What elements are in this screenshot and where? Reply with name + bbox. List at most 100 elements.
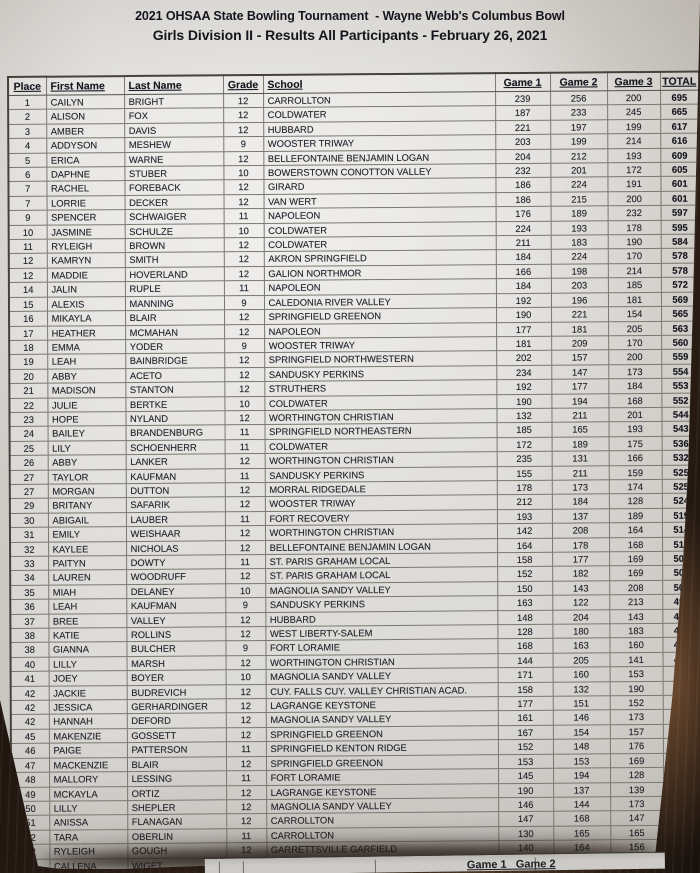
cell-last-name: BROWN [124, 237, 224, 254]
next-page-cell-border [374, 859, 376, 873]
cell-game1: 158 [497, 681, 553, 697]
cell-first-name: MIKAYLA [47, 310, 126, 326]
cell-game2: 122 [552, 595, 610, 610]
cell-game1: 168 [497, 638, 553, 654]
cell-first-name: LILLY [49, 800, 128, 816]
cell-total: 532 [661, 450, 700, 465]
cell-first-name: MAKENZIE [48, 728, 127, 744]
cell-total: 525 [661, 464, 700, 480]
cell-place: 25 [9, 440, 48, 456]
cell-total: 565 [661, 306, 700, 321]
cell-game1: 190 [496, 307, 552, 323]
cell-game3: 190 [607, 234, 661, 250]
cell-total: 578 [660, 262, 700, 278]
cell-place: 46 [10, 743, 49, 759]
cell-place: 22 [9, 397, 48, 413]
cell-game2: 233 [550, 105, 608, 121]
cell-last-name: RUPLE [124, 281, 224, 297]
cell-last-name: SMITH [124, 252, 224, 268]
division-subtitle: Girls Division II - Results All Particip… [152, 27, 548, 43]
cell-grade: 12 [224, 323, 265, 339]
cell-last-name: LAUBER [125, 511, 225, 527]
cell-total: 480 [662, 709, 700, 725]
cell-place: 27 [9, 469, 48, 485]
cell-place: 47 [10, 757, 50, 773]
cell-total: 491 [662, 637, 700, 653]
next-page-cell-border [242, 861, 244, 873]
cell-game2: 165 [551, 422, 609, 437]
cell-last-name: STANTON [125, 381, 225, 398]
cell-place: 14 [8, 282, 47, 298]
cell-game1: 185 [496, 422, 552, 438]
cell-game3: 153 [609, 666, 663, 682]
cell-total: 460 [663, 824, 700, 840]
cell-place: 10 [8, 224, 47, 240]
cell-last-name: WEISHAAR [125, 525, 226, 542]
cell-grade: 12 [223, 151, 264, 166]
cell-game1: 150 [497, 581, 553, 596]
cell-place: 52 [11, 829, 50, 845]
cell-game2: 256 [550, 90, 608, 106]
cell-grade: 11 [224, 439, 265, 454]
cell-last-name: MESHEW [124, 137, 224, 153]
cell-game2: 157 [551, 350, 609, 365]
cell-game1: 155 [496, 465, 552, 481]
cell-place: 40 [10, 657, 49, 672]
cell-game2: 194 [551, 393, 609, 409]
cell-last-name: OBERLIN [127, 828, 227, 844]
cell-game3: 214 [607, 263, 661, 279]
cell-game3: 178 [607, 220, 661, 235]
cell-place: 21 [9, 383, 48, 399]
cell-first-name: EMMA [47, 339, 126, 355]
cell-school: CUY. FALLS CUY. VALLEY CHRISTIAN ACAD. [265, 682, 498, 699]
cell-grade: 12 [226, 784, 267, 800]
cell-first-name: TAYLOR [47, 469, 126, 485]
cell-place: 2 [8, 109, 47, 125]
cell-game2: 153 [552, 753, 611, 769]
cell-game1: 158 [497, 552, 553, 568]
cell-game3: 214 [607, 133, 661, 149]
cell-first-name: TARA [49, 829, 128, 845]
cell-game3: 181 [607, 292, 662, 307]
cell-game3: 147 [610, 810, 664, 826]
cell-game3: 160 [609, 637, 663, 653]
cell-last-name: SCHULZE [124, 223, 224, 239]
cell-place: 4 [8, 138, 47, 154]
cell-grade: 11 [226, 770, 267, 786]
header-last-name: Last Name [124, 75, 224, 95]
cell-game3: 170 [607, 248, 661, 264]
cell-game1: 184 [495, 278, 551, 294]
cell-grade: 12 [223, 266, 264, 282]
cell-game1: 193 [496, 509, 552, 524]
cell-grade: 12 [224, 525, 266, 541]
cell-grade: 12 [225, 756, 267, 771]
cell-first-name: MADISON [47, 382, 126, 398]
cell-first-name: BAILEY [47, 425, 126, 441]
cell-first-name: BRITANY [47, 497, 126, 513]
cell-total: 501 [662, 579, 700, 595]
cell-last-name: FOREBACK [124, 180, 224, 196]
cell-grade: 12 [225, 712, 266, 728]
cell-game1: 202 [496, 350, 552, 366]
cell-last-name: BRANDENBURG [125, 425, 225, 441]
cell-game3: 157 [609, 724, 663, 740]
cell-last-name: DEFORD [126, 713, 226, 729]
cell-game3: 128 [608, 493, 662, 509]
cell-last-name: KAUFMAN [125, 468, 225, 484]
cell-game2: 199 [550, 134, 608, 149]
cell-total: 595 [660, 219, 700, 235]
cell-game2: 211 [551, 465, 609, 481]
cell-game1: 128 [497, 624, 553, 640]
cell-first-name: PAIGE [48, 742, 127, 758]
cell-first-name: DAPHNE [46, 166, 125, 182]
cell-game2: 137 [553, 782, 611, 798]
cell-last-name: WARNE [124, 151, 224, 167]
cell-game2: 194 [553, 767, 611, 783]
cell-first-name: BREE [48, 613, 127, 629]
cell-game2: 183 [550, 234, 608, 250]
cell-grade: 12 [225, 655, 266, 671]
cell-game2: 177 [552, 551, 610, 567]
cell-game1: 161 [497, 710, 553, 726]
cell-game2: 181 [551, 321, 609, 337]
cell-first-name: ALISON [46, 108, 125, 125]
